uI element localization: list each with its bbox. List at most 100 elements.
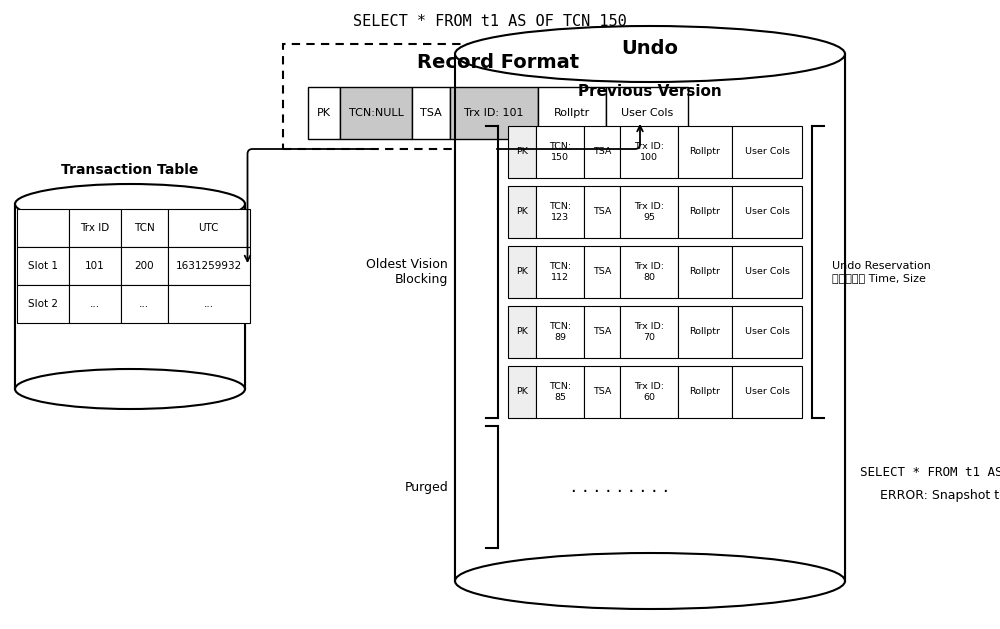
Bar <box>340 87 412 139</box>
Bar <box>508 186 536 238</box>
Text: TCN:
85: TCN: 85 <box>549 382 571 402</box>
Text: TSA: TSA <box>593 267 611 277</box>
Bar <box>536 246 584 298</box>
Bar <box>15 204 245 389</box>
Text: PK: PK <box>317 108 331 118</box>
Bar <box>732 366 802 418</box>
Bar <box>68 285 120 323</box>
Text: TCN: TCN <box>134 223 154 233</box>
Bar <box>536 366 584 418</box>
Bar <box>678 186 732 238</box>
Bar <box>584 126 620 178</box>
Text: User Cols: User Cols <box>745 267 789 277</box>
Text: TCN:NULL: TCN:NULL <box>349 108 403 118</box>
Ellipse shape <box>455 553 845 609</box>
Text: ERROR: Snapshot too old.: ERROR: Snapshot too old. <box>880 489 1000 501</box>
Bar <box>584 246 620 298</box>
Bar <box>16 285 68 323</box>
Text: Undo: Undo <box>622 40 678 58</box>
Text: PK: PK <box>516 147 528 157</box>
Text: TCN:
89: TCN: 89 <box>549 322 571 342</box>
Text: Trx ID: 101: Trx ID: 101 <box>464 108 524 118</box>
Text: TSA: TSA <box>593 147 611 157</box>
Bar <box>508 246 536 298</box>
Text: Rollptr: Rollptr <box>690 387 720 396</box>
Bar <box>678 366 732 418</box>
Bar <box>732 186 802 238</box>
Bar <box>168 247 250 285</box>
Text: TSA: TSA <box>593 387 611 396</box>
Ellipse shape <box>15 184 245 224</box>
Bar <box>536 306 584 358</box>
Text: TCN:
123: TCN: 123 <box>549 203 571 221</box>
Bar <box>606 87 688 139</box>
Bar <box>536 126 584 178</box>
Ellipse shape <box>455 26 845 82</box>
Bar <box>283 44 713 149</box>
Text: . . . . . . . . .: . . . . . . . . . <box>571 478 669 496</box>
Text: Trx ID:
80: Trx ID: 80 <box>634 262 664 282</box>
Text: Rollptr: Rollptr <box>690 267 720 277</box>
Text: User Cols: User Cols <box>745 387 789 396</box>
Text: Rollptr: Rollptr <box>690 208 720 216</box>
Bar <box>732 126 802 178</box>
Text: Slot 2: Slot 2 <box>28 299 58 309</box>
Text: PK: PK <box>516 387 528 396</box>
Bar <box>538 87 606 139</box>
Bar <box>536 186 584 238</box>
Text: Rollptr: Rollptr <box>690 147 720 157</box>
Text: PK: PK <box>516 208 528 216</box>
Bar <box>308 87 340 139</box>
Bar <box>620 366 678 418</box>
Bar <box>620 246 678 298</box>
Bar <box>455 54 845 581</box>
Text: User Cols: User Cols <box>745 147 789 157</box>
Text: Slot 1: Slot 1 <box>28 261 58 271</box>
Text: Trx ID:
95: Trx ID: 95 <box>634 203 664 221</box>
Text: Trx ID:
100: Trx ID: 100 <box>634 142 664 162</box>
Bar <box>508 126 536 178</box>
Bar <box>620 306 678 358</box>
Text: Previous Version: Previous Version <box>578 84 722 99</box>
Text: UTC: UTC <box>198 223 219 233</box>
Text: Trx ID: Trx ID <box>80 223 109 233</box>
Text: 1631259932: 1631259932 <box>175 261 242 271</box>
Bar <box>678 126 732 178</box>
Text: User Cols: User Cols <box>745 328 789 337</box>
Bar <box>120 247 168 285</box>
Text: PK: PK <box>516 328 528 337</box>
Text: SELECT * FROM t1 AS OF TCN 60: SELECT * FROM t1 AS OF TCN 60 <box>860 467 1000 479</box>
Text: SELECT * FROM t1 AS OF TCN 150: SELECT * FROM t1 AS OF TCN 150 <box>353 14 627 30</box>
Bar <box>120 209 168 247</box>
Bar <box>68 247 120 285</box>
Bar <box>168 285 250 323</box>
Text: PK: PK <box>516 267 528 277</box>
Bar <box>168 209 250 247</box>
Bar <box>732 246 802 298</box>
Text: Purged: Purged <box>404 481 448 494</box>
Text: User Cols: User Cols <box>745 208 789 216</box>
Bar <box>678 306 732 358</box>
Text: Transaction Table: Transaction Table <box>61 163 199 177</box>
Text: ...: ... <box>89 299 100 309</box>
Ellipse shape <box>15 369 245 409</box>
Text: TSA: TSA <box>420 108 442 118</box>
Text: Undo Reservation
决定因素： Time, Size: Undo Reservation 决定因素： Time, Size <box>832 261 931 283</box>
Bar <box>584 186 620 238</box>
Text: Oldest Vision
Blocking: Oldest Vision Blocking <box>366 258 448 286</box>
Bar <box>584 306 620 358</box>
Text: TCN:
150: TCN: 150 <box>549 142 571 162</box>
Text: ...: ... <box>139 299 149 309</box>
Bar <box>584 366 620 418</box>
Text: TSA: TSA <box>593 328 611 337</box>
Text: ...: ... <box>203 299 214 309</box>
Text: TSA: TSA <box>593 208 611 216</box>
Text: Rollptr: Rollptr <box>554 108 590 118</box>
Text: 200: 200 <box>134 261 154 271</box>
Bar <box>620 186 678 238</box>
Bar <box>508 366 536 418</box>
Text: Rollptr: Rollptr <box>690 328 720 337</box>
Bar <box>678 246 732 298</box>
Text: Record Format: Record Format <box>417 52 579 72</box>
Bar <box>120 285 168 323</box>
